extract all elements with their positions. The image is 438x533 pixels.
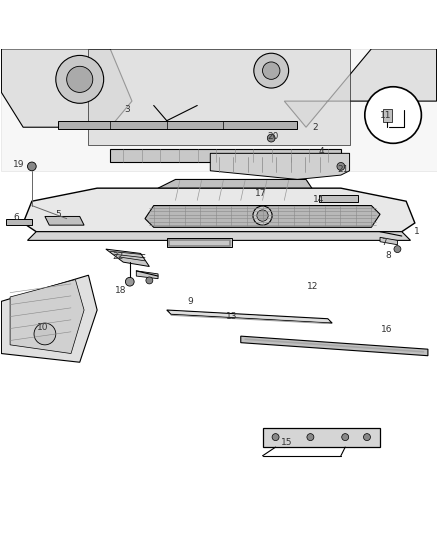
Text: 15: 15 bbox=[281, 438, 292, 447]
Circle shape bbox=[337, 163, 345, 171]
Circle shape bbox=[257, 210, 268, 221]
Text: 13: 13 bbox=[226, 312, 238, 321]
Text: 20: 20 bbox=[268, 132, 279, 141]
Polygon shape bbox=[1, 275, 97, 362]
Text: 10: 10 bbox=[37, 323, 49, 332]
Polygon shape bbox=[106, 249, 149, 266]
Circle shape bbox=[125, 277, 134, 286]
Polygon shape bbox=[28, 232, 410, 240]
Text: 1: 1 bbox=[414, 227, 420, 236]
Text: 8: 8 bbox=[386, 251, 392, 260]
Polygon shape bbox=[383, 109, 392, 122]
Polygon shape bbox=[241, 336, 428, 356]
Text: 18: 18 bbox=[115, 286, 127, 295]
Polygon shape bbox=[45, 216, 84, 225]
Circle shape bbox=[146, 277, 153, 284]
Polygon shape bbox=[167, 238, 232, 247]
Polygon shape bbox=[136, 271, 158, 279]
Circle shape bbox=[67, 66, 93, 92]
Polygon shape bbox=[10, 279, 84, 353]
Circle shape bbox=[272, 434, 279, 441]
Text: 16: 16 bbox=[381, 325, 392, 334]
Polygon shape bbox=[6, 219, 32, 225]
Polygon shape bbox=[58, 120, 297, 130]
Circle shape bbox=[394, 246, 401, 253]
Circle shape bbox=[364, 434, 371, 441]
Polygon shape bbox=[262, 427, 380, 447]
Text: 22: 22 bbox=[113, 252, 124, 261]
Polygon shape bbox=[210, 154, 350, 180]
Circle shape bbox=[254, 53, 289, 88]
Text: 6: 6 bbox=[14, 213, 20, 222]
Text: 14: 14 bbox=[314, 195, 325, 204]
Circle shape bbox=[342, 434, 349, 441]
Text: 11: 11 bbox=[379, 110, 391, 119]
Text: 12: 12 bbox=[307, 281, 318, 290]
Text: 19: 19 bbox=[13, 160, 25, 169]
Polygon shape bbox=[380, 237, 397, 245]
Circle shape bbox=[267, 134, 275, 142]
Text: 7: 7 bbox=[381, 238, 387, 247]
Text: 21: 21 bbox=[337, 165, 349, 174]
Circle shape bbox=[262, 62, 280, 79]
Text: 9: 9 bbox=[188, 297, 194, 306]
Polygon shape bbox=[167, 310, 332, 323]
Text: 17: 17 bbox=[254, 189, 266, 198]
Polygon shape bbox=[88, 49, 350, 144]
Text: 4: 4 bbox=[318, 147, 324, 156]
Polygon shape bbox=[1, 49, 132, 127]
Polygon shape bbox=[284, 49, 437, 127]
Text: 2: 2 bbox=[312, 123, 318, 132]
Polygon shape bbox=[145, 206, 380, 228]
Polygon shape bbox=[110, 149, 341, 162]
Polygon shape bbox=[23, 188, 415, 232]
Polygon shape bbox=[1, 49, 437, 171]
Circle shape bbox=[56, 55, 104, 103]
Circle shape bbox=[365, 87, 421, 143]
Polygon shape bbox=[158, 180, 315, 201]
Circle shape bbox=[253, 206, 272, 225]
Text: 5: 5 bbox=[55, 210, 61, 219]
Polygon shape bbox=[319, 195, 358, 202]
Circle shape bbox=[307, 434, 314, 441]
Text: 3: 3 bbox=[125, 106, 131, 114]
Circle shape bbox=[28, 162, 36, 171]
Circle shape bbox=[34, 323, 56, 345]
